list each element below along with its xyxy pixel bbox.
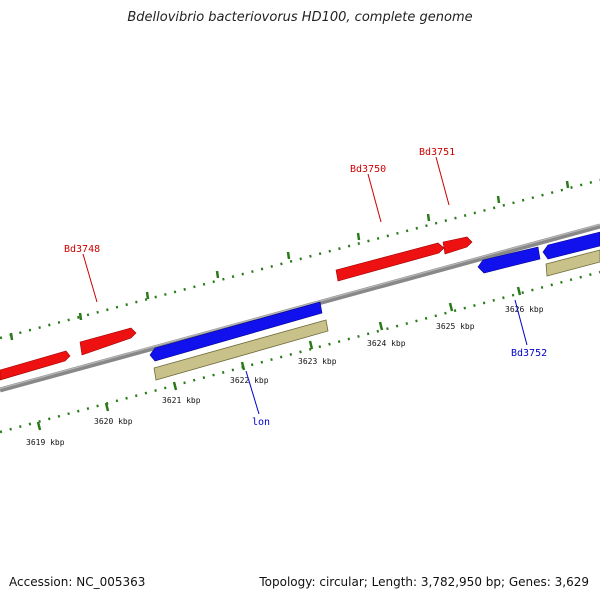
ruler-label-3626: 3626 kbp xyxy=(505,305,544,314)
ruler-tick-3619 xyxy=(36,421,42,431)
upper-tick xyxy=(286,251,291,260)
gene-label-bd3748[interactable]: Bd3748 xyxy=(64,244,100,255)
ruler-label-3625: 3625 kbp xyxy=(436,322,475,331)
genome-summary-text: Topology: circular; Length: 3,782,950 bp… xyxy=(259,575,589,589)
genome-backbone-highlight xyxy=(0,223,600,390)
ruler-tick-3623 xyxy=(308,340,314,350)
page-title: Bdellovibrio bacteriovorus HD100, comple… xyxy=(127,10,473,25)
gene-arrow-bd3750[interactable] xyxy=(335,242,445,282)
ruler-tick-3624 xyxy=(378,321,384,331)
ruler-tick-3625 xyxy=(448,302,454,312)
upper-tick xyxy=(426,213,431,222)
gene-label-bd3752[interactable]: Bd3752 xyxy=(511,348,547,359)
ruler-label-3623: 3623 kbp xyxy=(298,357,337,366)
leader-line-bd3751 xyxy=(435,156,450,206)
ruler-tick-3622 xyxy=(240,361,246,371)
leader-line-lon xyxy=(245,370,260,415)
gene-arrow-bd3748-left[interactable] xyxy=(0,350,71,381)
ruler-ticks xyxy=(36,286,522,431)
ruler-label-3624: 3624 kbp xyxy=(367,339,406,348)
upper-tick xyxy=(9,332,14,341)
gene-arrow-bd3748[interactable] xyxy=(79,327,137,356)
gene-label-bd3751[interactable]: Bd3751 xyxy=(419,147,455,158)
gene-arrow-bd3752[interactable] xyxy=(477,246,541,274)
upper-tick-track xyxy=(0,178,600,340)
ruler-tick-3621 xyxy=(172,381,178,391)
upper-tick xyxy=(496,195,501,204)
upper-major-ticks xyxy=(9,180,570,341)
upper-tick xyxy=(145,291,150,300)
gene-label-bd3750[interactable]: Bd3750 xyxy=(350,164,386,175)
ruler-label-3619: 3619 kbp xyxy=(26,438,65,447)
gene-arrow-bd3751[interactable] xyxy=(442,236,473,255)
upper-tick xyxy=(356,232,361,241)
feature-bar-lon[interactable] xyxy=(153,319,329,381)
ruler-label-3621: 3621 kbp xyxy=(162,396,201,405)
ruler-label-3620: 3620 kbp xyxy=(94,417,133,426)
gene-label-lon[interactable]: lon xyxy=(252,417,270,428)
upper-tick xyxy=(215,270,220,279)
leader-line-bd3750 xyxy=(367,173,382,223)
accession-text: Accession: NC_005363 xyxy=(9,575,146,589)
gene-arrow-lon[interactable] xyxy=(149,301,323,362)
upper-tick xyxy=(78,312,83,321)
upper-tick xyxy=(565,180,570,189)
leader-line-bd3748 xyxy=(82,253,98,303)
ruler-tick-3620 xyxy=(104,402,110,412)
leader-line-bd3752 xyxy=(514,299,528,346)
gene-arrow-next-reverse[interactable] xyxy=(542,231,600,260)
ruler-tick-3626 xyxy=(516,286,522,296)
lower-tick-track xyxy=(0,270,600,434)
feature-bar-right[interactable] xyxy=(545,249,600,277)
